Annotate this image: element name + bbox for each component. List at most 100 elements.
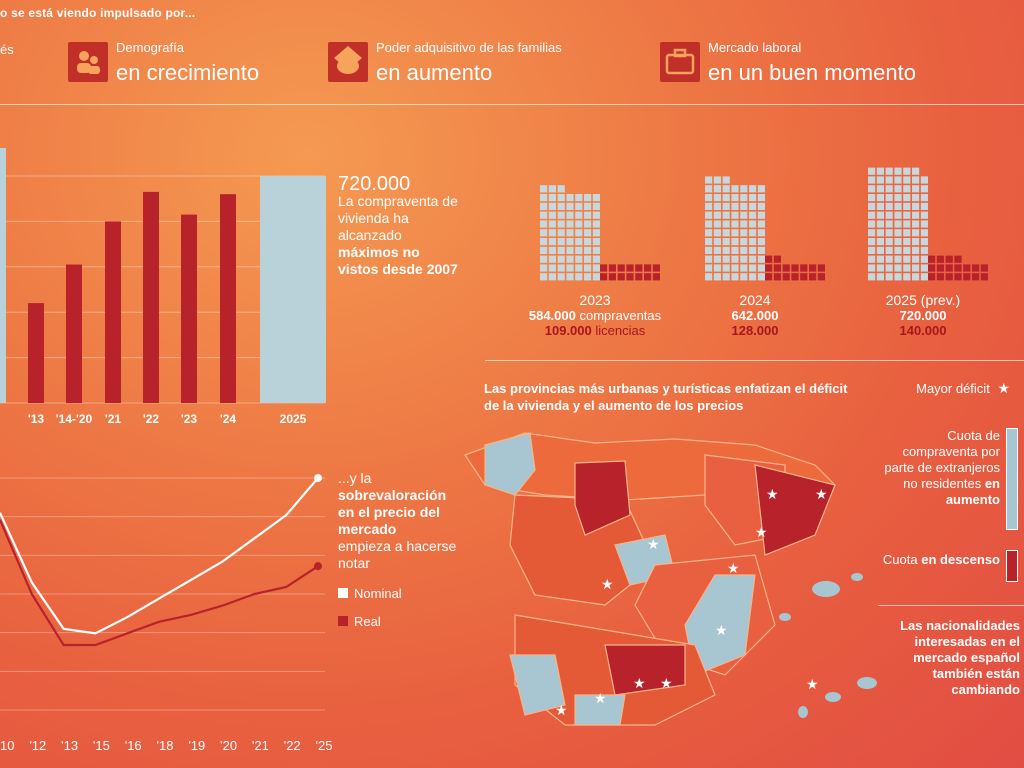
legend-real-swatch [338,616,348,626]
waffle-cell-licenses [617,273,625,281]
waffle-cell-sales [920,185,928,193]
waffle-cell-sales [566,229,574,237]
waffle-cell-sales [876,176,884,184]
legend-red-swatch [1006,550,1018,582]
bar-annotation-text: La compraventa de vivienda ha alcanzado [338,193,458,243]
waffle-cell-sales [548,238,556,246]
waffle-cell-sales [722,238,730,246]
waffle-cell-sales [713,202,721,210]
waffle-cell-sales [548,246,556,254]
waffle-cell-sales [575,246,583,254]
line-tick-label: '20 [220,738,237,753]
waffle-cell-sales [749,211,757,219]
header-item-income: Poder adquisitivo de las familias en aum… [328,36,648,92]
waffle-cell-sales [740,185,748,193]
waffle-cell-sales [757,202,765,210]
waffle-cell-licenses [644,273,652,281]
waffle-cell-sales [575,202,583,210]
waffle-cell-sales [749,246,757,254]
waffle-cell-sales [540,220,548,228]
waffle-cell-licenses [782,264,790,272]
waffle-cell-sales [713,176,721,184]
star-icon: ★ [633,676,646,692]
waffle-cell-sales [740,246,748,254]
waffle-cell-sales [722,185,730,193]
waffle-cell-licenses [928,255,936,263]
bar-0 [28,303,44,403]
waffle-cell-sales [740,255,748,263]
waffle-cell-sales [894,194,902,202]
line-tick-label: '10 [0,738,14,753]
waffle-cell-sales [876,246,884,254]
waffle-cell-sales [920,220,928,228]
waffle-cell-licenses [945,255,953,263]
waffle-cell-sales [868,229,876,237]
waffle-cell-sales [885,211,893,219]
waffle-cell-sales [548,264,556,272]
star-icon: ★ [766,487,779,503]
waffle-cell-sales [912,202,920,210]
year-2025-label: 2025 (prev.) [885,292,961,308]
year-2023-licenses-unit: licencias [595,323,646,338]
star-icon: ★ [660,676,673,692]
waffle-cell-sales [912,211,920,219]
waffle-cell-licenses [626,264,634,272]
waffle-cell-sales [749,220,757,228]
waffle-cell-sales [876,185,884,193]
waffle-cell-licenses [928,264,936,272]
waffle-cell-sales [749,185,757,193]
bar-tick-label: '13 [28,412,45,426]
waffle-cell-sales [885,264,893,272]
waffle-cell-sales [894,264,902,272]
waffle-cell-sales [557,255,565,263]
waffle-cell-sales [876,220,884,228]
waffle-cell-sales [584,246,592,254]
waffle-cell-sales [713,211,721,219]
map-divider [485,360,1024,361]
map-island-menorca [851,573,863,581]
year-panel-2024: 2024 642.000 128.000 [690,292,820,338]
waffle-cell-sales [912,220,920,228]
legend-red: Cuota en descenso [880,552,1000,568]
legend-nominal-label: Nominal [354,586,402,601]
waffle-cell-sales [584,229,592,237]
waffle-cell-sales [584,273,592,281]
waffle-cell-sales [885,273,893,281]
waffle-cell-licenses [936,264,944,272]
waffle-cell-sales [740,194,748,202]
waffle-cell-sales [885,167,893,175]
bar-tick-label: 2025 [280,412,307,426]
waffle-cell-sales [903,246,911,254]
bar-1 [66,264,82,403]
year-2024-label: 2024 [739,292,771,308]
waffle-cell-sales [920,246,928,254]
waffle-cell-sales [575,220,583,228]
waffle-cell-sales [868,185,876,193]
waffle-cell-licenses [773,273,781,281]
bar-tick-label: '21 [105,412,122,426]
waffle-cell-sales [705,202,713,210]
waffle-cell-sales [592,246,600,254]
waffle-cell-sales [592,264,600,272]
waffle-cell-sales [722,229,730,237]
line-tick-label: '13 [61,738,78,753]
bar-annotation: 720.000 La compraventa de vivienda ha al… [338,174,458,278]
waffle-cell-licenses [936,255,944,263]
waffle-cell-sales [731,273,739,281]
waffle-cell-sales [876,264,884,272]
waffle-cell-licenses [773,255,781,263]
waffle-cell-licenses [817,264,825,272]
waffle-cell-sales [722,202,730,210]
waffle-cell-sales [548,185,556,193]
waffle-cell-sales [722,273,730,281]
waffle-cell-sales [705,211,713,219]
waffle-cell-sales [903,211,911,219]
year-2024-licenses: 128.000 [731,323,779,338]
waffle-cell-sales [894,202,902,210]
waffle-cell-sales [920,211,928,219]
waffle-cell-sales [557,273,565,281]
waffle-cell-sales [548,211,556,219]
bar-cut-left [0,148,6,403]
waffle-cell-sales [894,167,902,175]
cut-label: és [0,42,14,57]
